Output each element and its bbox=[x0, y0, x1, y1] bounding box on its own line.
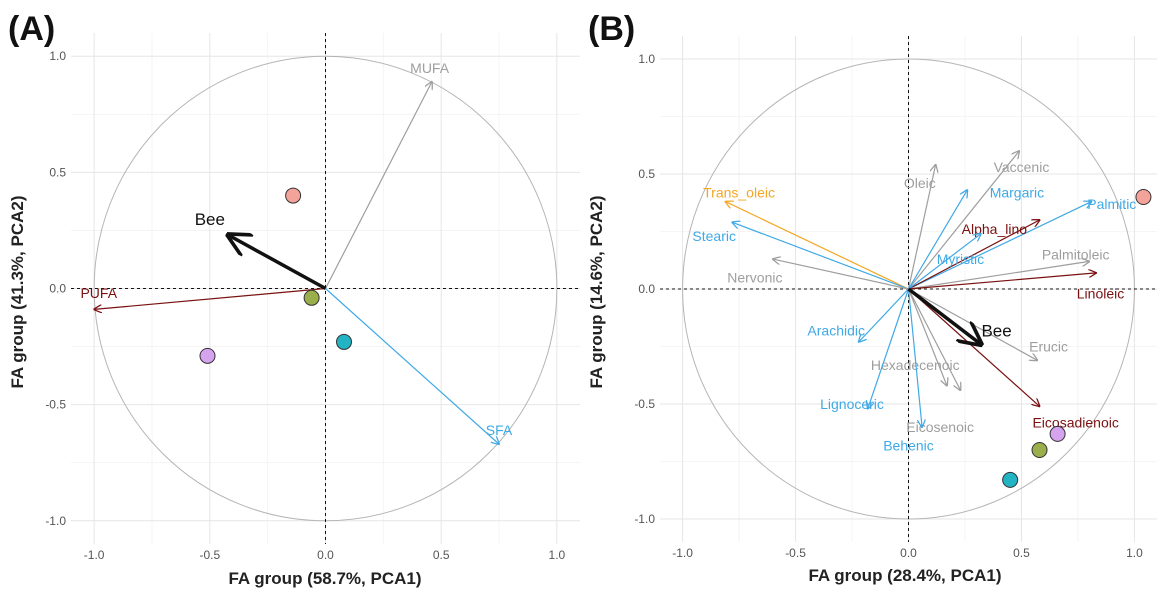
vector-label: Margaric bbox=[990, 184, 1044, 200]
chart-a-plot: -1.0 -1.0 -0.5 -0.5 0.0 0.0 0.5 0.5 1.0 1.0 MUFA PU… bbox=[45, 33, 580, 562]
y-tick-label: 0.0 bbox=[638, 282, 655, 296]
vector-arrow bbox=[868, 288, 910, 409]
y-axis-label-b: FA group (14.6%, PCA2) bbox=[587, 195, 606, 389]
vector-arrow bbox=[908, 151, 1020, 290]
x-tick-label: 0.5 bbox=[1013, 546, 1030, 560]
y-tick-label: 1.0 bbox=[49, 49, 66, 63]
vector-arrow bbox=[324, 82, 432, 289]
vector-label: Eicosenoic bbox=[906, 419, 974, 435]
y-tick-label: 0.0 bbox=[49, 282, 66, 296]
y-tick-label: 0.5 bbox=[49, 165, 66, 179]
y-tick-label: -0.5 bbox=[634, 397, 655, 411]
panel-label-a: (A) bbox=[8, 10, 56, 48]
vector-label: Behenic bbox=[883, 437, 934, 453]
vector-label: Oleic bbox=[904, 175, 936, 191]
chart-b-plot: -1.0 -1.0 -0.5 -0.5 0.0 0.0 0.5 0.5 1.0 1.0 Vaccen… bbox=[634, 36, 1157, 560]
vector-label: Alpha_lino bbox=[962, 221, 1028, 237]
vector-arrow bbox=[726, 202, 909, 290]
bee-vector-tip bbox=[978, 341, 984, 347]
data-point bbox=[303, 289, 320, 306]
bee-label: Bee bbox=[981, 321, 1011, 340]
vector-arrow bbox=[907, 165, 936, 290]
x-tick-label: -1.0 bbox=[672, 546, 693, 560]
vector-label: Erucic bbox=[1029, 339, 1068, 355]
vector-label: Vaccenic bbox=[994, 159, 1050, 175]
vector-arrow bbox=[908, 273, 1097, 290]
panel-a: (A) -1.0 -1.0 -0.5 -0.5 0.0 0.0 0.5 0.5 1.0 1.0 MU… bbox=[8, 10, 580, 588]
x-tick-label: -0.5 bbox=[199, 548, 220, 562]
x-tick-label: 1.0 bbox=[549, 548, 566, 562]
vector-label: MUFA bbox=[410, 60, 450, 76]
data-point bbox=[336, 333, 353, 350]
vector-label: Linoleic bbox=[1077, 286, 1124, 302]
vector-arrow bbox=[908, 234, 981, 290]
x-tick-label: -1.0 bbox=[84, 548, 105, 562]
vector-label: SFA bbox=[486, 422, 513, 438]
y-tick-label: -1.0 bbox=[634, 512, 655, 526]
vector-label: Nervonic bbox=[727, 270, 782, 286]
vector-arrow bbox=[732, 222, 909, 290]
vector-arrow bbox=[94, 287, 326, 310]
vector-arrow bbox=[859, 288, 909, 342]
panel-label-b: (B) bbox=[588, 10, 636, 48]
y-axis-label-a: FA group (41.3%, PCA2) bbox=[8, 195, 27, 389]
x-tick-label: 0.0 bbox=[317, 548, 334, 562]
data-point bbox=[1049, 425, 1066, 442]
data-point bbox=[1002, 471, 1019, 488]
vector-arrow bbox=[907, 288, 947, 386]
vector-arrow bbox=[907, 288, 961, 390]
vector-arrow bbox=[325, 288, 500, 445]
data-point bbox=[199, 347, 216, 364]
x-axis-label-a: FA group (58.7%, PCA1) bbox=[228, 569, 422, 588]
y-tick-label: 0.5 bbox=[638, 167, 655, 181]
data-point bbox=[1031, 442, 1048, 458]
vector-label: Trans_oleic bbox=[703, 184, 775, 200]
vector-label: Stearic bbox=[692, 228, 736, 244]
x-tick-label: 1.0 bbox=[1126, 546, 1143, 560]
vector-label: Palmitic bbox=[1087, 196, 1136, 212]
vector-arrow bbox=[908, 202, 1092, 290]
vector-label: Lignoceric bbox=[820, 396, 884, 412]
vector-arrow bbox=[907, 190, 968, 290]
x-axis-label-b: FA group (28.4%, PCA1) bbox=[808, 566, 1002, 585]
bee-vector bbox=[907, 287, 981, 344]
vector-arrow bbox=[908, 220, 1040, 290]
vector-label: PUFA bbox=[80, 285, 117, 301]
vector-arrow bbox=[908, 261, 1090, 290]
vector-label: Hexadecenoic bbox=[871, 357, 960, 373]
bee-label: Bee bbox=[195, 210, 225, 229]
data-point bbox=[1135, 189, 1152, 205]
y-tick-label: -0.5 bbox=[45, 398, 66, 412]
panel-b: (B) -1.0 -1.0 -0.5 -0.5 0.0 0.0 0.5 0.5 1.0 1.0 Va… bbox=[580, 0, 1157, 591]
x-tick-label: 0.0 bbox=[900, 546, 917, 560]
data-point bbox=[285, 187, 302, 204]
x-tick-label: -0.5 bbox=[785, 546, 806, 560]
vector-label: Eicosadienoic bbox=[1032, 414, 1118, 430]
bee-vector-tip bbox=[225, 232, 231, 238]
vector-label: Arachidic bbox=[807, 322, 865, 338]
bee-vector bbox=[228, 235, 327, 291]
vector-arrow bbox=[773, 259, 909, 290]
vector-arrow bbox=[907, 288, 923, 427]
y-tick-label: -1.0 bbox=[45, 514, 66, 528]
vector-label: Palmitoleic bbox=[1042, 247, 1110, 263]
x-tick-label: 0.5 bbox=[433, 548, 450, 562]
y-tick-label: 1.0 bbox=[638, 52, 655, 66]
vector-label: Myristic bbox=[937, 251, 984, 267]
